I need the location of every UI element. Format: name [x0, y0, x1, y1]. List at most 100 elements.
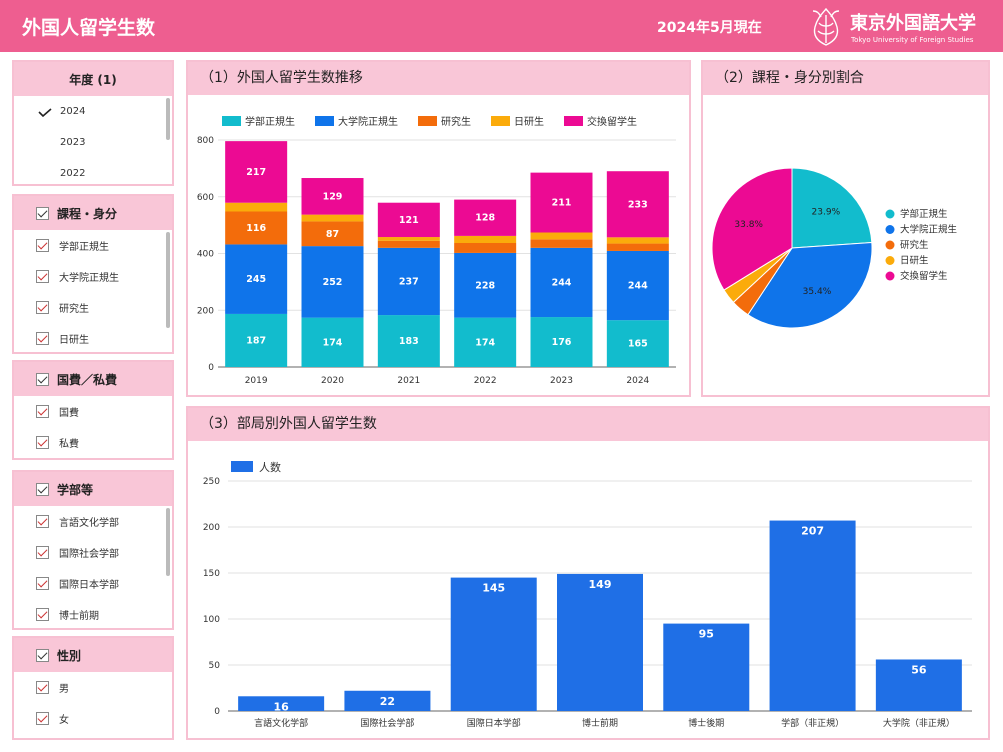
trend-stacked-bar-chart[interactable]: 学部正規生 大学院正規生 研究生 日研生 交換留学生 0 200 400 600 800 2019 1… [188, 95, 689, 395]
data-label: 245 [246, 274, 266, 285]
bar-segment [377, 315, 440, 367]
checkbox[interactable] [36, 577, 49, 590]
legend-swatch [885, 256, 895, 265]
bar [557, 573, 643, 711]
bar-segment [606, 171, 669, 238]
data-label: 129 [323, 191, 343, 202]
checkbox[interactable] [36, 270, 49, 283]
checkbox[interactable] [36, 332, 49, 345]
bar-segment [301, 178, 364, 215]
gender-option-female[interactable]: 女 [14, 703, 172, 734]
x-tick-label: 国際社会学部 [360, 717, 414, 729]
x-tick-label: 2023 [550, 376, 573, 386]
course-option[interactable]: 研究生 [14, 292, 172, 323]
faculty-filter[interactable]: 学部等 言語文化学部 国際社会学部 国際日本学部 博士前期 [12, 470, 174, 630]
bar-segment [454, 235, 517, 244]
checkbox[interactable] [36, 239, 49, 252]
bar [875, 659, 962, 711]
funding-filter-header[interactable]: 国費／私費 [14, 362, 172, 396]
x-tick-label: 2022 [474, 376, 497, 386]
legend-label: 人数 [259, 461, 281, 474]
checkbox[interactable] [36, 608, 49, 621]
data-label: 22 [380, 695, 395, 708]
x-tick-label: 言語文化学部 [254, 717, 308, 729]
faculty-option[interactable]: 国際社会学部 [14, 537, 172, 568]
faculty-filter-title: 学部等 [57, 482, 94, 497]
dashboard-header: 外国人留学生数 2024年5月現在 東京外国語大学 Tokyo Universi… [0, 0, 1003, 52]
funding-option[interactable]: 私費 [14, 427, 172, 458]
course-option[interactable]: 大学院正規生 [14, 261, 172, 292]
data-label: 149 [589, 578, 612, 591]
faculty-option[interactable]: 言語文化学部 [14, 506, 172, 537]
year-filter-header[interactable]: 年度 (1) [14, 62, 172, 96]
report-date: 2024年5月現在 [657, 20, 762, 36]
year-filter-title: 年度 (1) [69, 72, 117, 87]
course-option[interactable]: 学部正規生 [14, 230, 172, 261]
y-tick-label: 100 [203, 615, 220, 625]
data-label: 95 [699, 628, 714, 641]
checkbox[interactable] [36, 436, 49, 449]
x-tick-label: 大学院（非正規） [883, 717, 955, 729]
select-all-checkbox[interactable] [36, 206, 49, 220]
bar-segment [454, 252, 517, 318]
course-filter-header[interactable]: 課程・身分 [14, 196, 172, 230]
year-option-2022[interactable]: 2022 [60, 168, 86, 179]
data-label: 56 [911, 663, 927, 676]
bar-segment [377, 202, 440, 238]
gender-filter-header[interactable]: 性別 [14, 638, 172, 672]
course-filter[interactable]: 課程・身分 学部正規生 大学院正規生 研究生 日研生 [12, 194, 174, 354]
course-filter-scrollbar[interactable] [166, 232, 170, 328]
year-filter-scrollbar[interactable] [166, 98, 170, 140]
data-label: 211 [552, 198, 572, 209]
gender-filter[interactable]: 性別 男 女 [12, 636, 174, 740]
x-tick-label: 2021 [397, 376, 420, 386]
data-label: 244 [628, 281, 648, 292]
course-option[interactable]: 日研生 [14, 323, 172, 354]
year-option-2024[interactable]: 2024 [60, 106, 86, 117]
y-tick-label: 0 [214, 707, 220, 717]
select-all-checkbox[interactable] [36, 482, 49, 496]
faculty-bar-chart[interactable]: 人数 0 50 100 150 200 250 16 言語文化学部 22 国際社会学部 145 国際日本… [188, 441, 988, 738]
faculty-option[interactable]: 国際日本学部 [14, 568, 172, 599]
faculty-filter-scrollbar[interactable] [166, 508, 170, 576]
faculty-filter-header[interactable]: 学部等 [14, 472, 172, 506]
bar-segment [530, 172, 593, 233]
select-all-checkbox[interactable] [36, 648, 49, 662]
bar-segment [225, 244, 288, 314]
data-label: 16 [273, 700, 289, 713]
legend-swatch [885, 225, 895, 234]
y-tick-label: 250 [203, 477, 220, 487]
x-tick-label: 学部（非正規） [781, 717, 844, 729]
legend-swatch [222, 116, 241, 126]
legend-label: 研究生 [441, 115, 471, 128]
year-option-2023[interactable]: 2023 [60, 137, 86, 148]
bar-segment [530, 232, 593, 240]
legend-label: 日研生 [900, 255, 929, 267]
legend-swatch [564, 116, 583, 126]
faculty-option[interactable]: 博士前期 [14, 599, 172, 630]
bar-segment [530, 247, 593, 318]
bar [344, 690, 431, 711]
gender-option-male[interactable]: 男 [14, 672, 172, 703]
checkbox[interactable] [36, 712, 49, 725]
data-label: 174 [323, 337, 343, 348]
checkbox[interactable] [36, 301, 49, 314]
legend-label: 学部正規生 [900, 208, 948, 220]
bar-segment [454, 199, 517, 236]
year-filter[interactable]: 年度 (1) 2024 2023 2022 [12, 60, 174, 186]
data-label: 252 [323, 277, 343, 288]
pie-slice [791, 167, 873, 249]
checkbox[interactable] [36, 405, 49, 418]
legend-swatch [491, 116, 510, 126]
funding-option[interactable]: 国費 [14, 396, 172, 427]
bar-segment [225, 202, 288, 212]
checkbox[interactable] [36, 681, 49, 694]
funding-filter[interactable]: 国費／私費 国費 私費 [12, 360, 174, 460]
checkbox[interactable] [36, 515, 49, 528]
data-label: 187 [246, 335, 266, 346]
select-all-checkbox[interactable] [36, 372, 49, 386]
checkbox[interactable] [36, 546, 49, 559]
data-label: 228 [475, 280, 495, 291]
bar-segment [225, 141, 288, 203]
